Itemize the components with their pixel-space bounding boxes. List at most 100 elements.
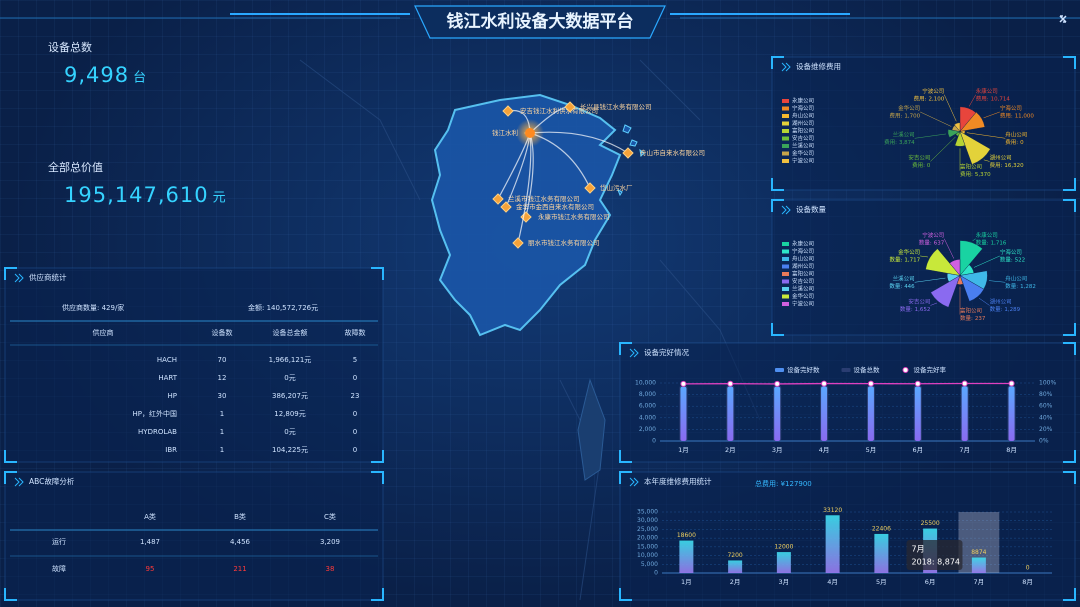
table-cell: 1 — [220, 446, 224, 454]
x-tick-label: 5月 — [876, 578, 887, 586]
bar — [874, 533, 889, 573]
legend-swatch — [782, 287, 789, 291]
panel — [619, 342, 1076, 463]
rose-name: 安吉公司 — [908, 153, 930, 161]
legend-label: 舟山公司 — [792, 255, 814, 263]
y-tick-label: 30,000 — [637, 517, 658, 524]
rose-name: 湖州公司 — [990, 153, 1012, 161]
table-cell: 1 — [220, 428, 224, 436]
leader-line — [920, 111, 952, 127]
value-prefix: 费用: — [890, 111, 903, 119]
legend-label: 湖州公司 — [792, 119, 814, 127]
panel-title: 设备维修费用 — [796, 61, 841, 71]
y-tick-label: 15,000 — [637, 543, 658, 550]
rose-value: 费用: 0 — [912, 160, 931, 168]
value-label: 637 — [934, 240, 945, 246]
fullscreen-icon[interactable] — [1059, 15, 1067, 23]
legend-swatch — [782, 136, 789, 141]
table-header: 设备总金额 — [273, 328, 308, 337]
table-cell: 38 — [326, 565, 335, 573]
leader-line — [920, 255, 928, 258]
y-tick-label: 0 — [652, 438, 656, 445]
x-tick-label: 7月 — [974, 578, 985, 586]
line-point — [680, 380, 687, 387]
site-marker[interactable] — [500, 201, 512, 213]
rose-name: 舟山公司 — [1005, 274, 1027, 282]
line-point — [727, 380, 734, 387]
legend-label: 湖州公司 — [792, 262, 814, 270]
stat-unit: 元 — [213, 191, 226, 206]
legend-label: 永康公司 — [792, 240, 814, 248]
map: 安吉钱江水利供水有限公司长兴县钱江水务有限公司钱江水利舟山市自来水有限公司岱山污… — [299, 59, 761, 601]
table-cell: 0 — [353, 374, 357, 382]
rose-sector — [925, 248, 961, 276]
site-marker[interactable] — [622, 147, 634, 159]
leader-line — [966, 132, 1006, 139]
y2-tick-label: 20% — [1039, 426, 1053, 433]
rose-name: 安吉公司 — [908, 297, 930, 305]
table-cell: 3,209 — [320, 538, 340, 546]
y-tick-label: 6,000 — [639, 403, 656, 410]
value-label: 237 — [975, 316, 986, 322]
rose-sector — [954, 130, 966, 147]
table-cell: 0元 — [284, 374, 295, 382]
leader-line — [930, 302, 938, 306]
table-cell: HYDROLAB — [138, 428, 177, 436]
value-label: 12000 — [774, 544, 793, 551]
rose-value: 数量: 637 — [919, 238, 945, 246]
site-marker[interactable] — [512, 237, 524, 249]
legend-label: 宁波公司 — [792, 157, 814, 165]
leader-line — [988, 280, 1006, 283]
table-cell: 104,225元 — [272, 446, 308, 454]
legend-swatch — [782, 144, 789, 148]
value-prefix: 数量: — [890, 255, 903, 263]
legend-label: 金华公司 — [792, 149, 814, 157]
value-label: 8874 — [971, 549, 986, 556]
site-marker[interactable] — [492, 193, 504, 205]
rose-name: 永康公司 — [976, 87, 998, 95]
bar — [971, 557, 986, 573]
site-label: 岱山污水厂 — [600, 183, 633, 192]
x-tick-label: 8月 — [1022, 578, 1033, 586]
table-header: A类 — [144, 512, 156, 521]
site-marker[interactable] — [584, 182, 596, 194]
line-point — [821, 380, 828, 387]
site-label: 长兴县钱江水务有限公司 — [580, 102, 652, 111]
tooltip-text: 2018: 8,874 — [912, 558, 961, 567]
y-tick-label: 8,000 — [639, 391, 656, 398]
leader-line — [983, 111, 1000, 119]
rose-value: 费用: 2,100 — [914, 94, 945, 102]
hub-marker[interactable] — [525, 128, 535, 138]
leader-line — [944, 94, 957, 122]
rose-value: 费用: 16,320 — [990, 160, 1025, 168]
rose-value: 数量: 237 — [960, 314, 986, 322]
table-cell: 211 — [233, 565, 246, 573]
rose-value: 费用: 5,370 — [960, 170, 991, 178]
rose-name: 湖州公司 — [990, 297, 1012, 305]
rose-name: 永康公司 — [976, 231, 998, 239]
table-cell: 95 — [146, 565, 155, 573]
legend-swatch — [775, 368, 784, 372]
value-prefix: 费用: — [976, 94, 989, 102]
legend-label: 设备完好数 — [787, 365, 820, 374]
stat-label: 设备总数 — [48, 40, 92, 54]
value-label: 1,282 — [1020, 283, 1036, 289]
line-point — [961, 380, 968, 387]
rose-value: 数量: 1,716 — [976, 238, 1007, 246]
site-marker[interactable] — [564, 101, 576, 113]
site-marker[interactable] — [502, 105, 514, 117]
table-cell: 30 — [218, 392, 227, 400]
panel-icon — [781, 205, 791, 215]
panel-icon — [14, 273, 24, 283]
rose-name: 宁波公司 — [922, 87, 944, 95]
rose-value: 数量: 1,717 — [890, 255, 921, 263]
x-tick-label: 4月 — [827, 578, 838, 586]
y2-tick-label: 0% — [1039, 438, 1049, 445]
panel-corner — [4, 267, 384, 463]
table-cell: 12 — [218, 374, 227, 382]
leader-line — [973, 255, 1000, 268]
flow-line — [525, 132, 534, 218]
value-prefix: 费用: — [914, 94, 927, 102]
panel-title: 设备完好情况 — [644, 347, 689, 357]
value-label: 1,717 — [904, 257, 920, 263]
